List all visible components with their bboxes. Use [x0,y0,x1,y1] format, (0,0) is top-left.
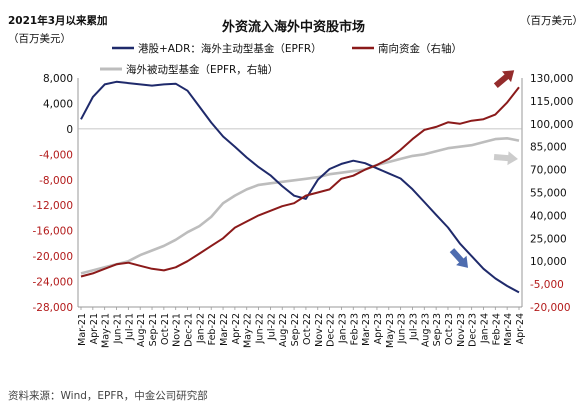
x-axis-tick-label: Nov-23 [456,313,467,347]
x-axis-tick-label: Jun-22 [255,313,266,344]
left-axis-tick-label: 0 [66,124,73,136]
x-axis-tick-label: Oct-21 [160,313,171,345]
left-axis-tick-label: 4,000 [43,98,73,110]
x-axis-tick-label: Dec-23 [468,313,479,347]
x-axis-tick-label: Feb-24 [491,313,502,345]
x-axis-tick-label: Nov-22 [314,313,325,347]
x-axis-tick-label: Aug-23 [420,313,431,347]
x-axis-tick-label: Nov-21 [172,313,183,347]
x-axis-tick-label: Aug-22 [278,313,289,347]
right-axis-unit: （百万美元） [520,15,583,27]
x-axis-tick-label: Jan-24 [479,313,490,344]
flat-trend-arrow-icon [493,151,518,166]
x-axis-tick-label: Mar-21 [77,313,88,346]
x-axis-tick-label: Feb-22 [207,313,218,345]
series-line-2 [80,137,520,275]
x-axis-tick-label: Jul-21 [124,313,135,341]
right-axis-tick-label: 100,000 [530,119,573,131]
down-trend-arrow-icon [449,248,469,268]
series-line-0 [80,80,520,294]
x-axis-tick-label: Apr-23 [373,313,384,344]
x-axis-tick-label: May-22 [243,313,254,348]
x-axis-tick-label: Jun-21 [113,313,124,344]
x-axis-tick-label: Mar-24 [503,313,514,346]
left-axis-unit: （百万美元） [8,33,71,45]
right-axis-tick-label: 10,000 [530,256,567,268]
left-axis-tick-label: 8,000 [43,73,73,85]
right-axis-tick-label: 70,000 [530,165,567,177]
x-axis-tick-label: Apr-22 [231,313,242,344]
x-axis-tick-label: Aug-21 [136,313,147,347]
x-axis-tick-label: Jul-22 [266,313,277,341]
left-axis-tick-label: -24,000 [32,277,73,289]
x-axis-tick-label: Feb-23 [349,313,360,345]
x-axis-tick-label: Sep-21 [148,313,159,346]
series-line-1 [80,86,520,278]
right-axis-tick-label: 55,000 [530,188,567,200]
x-axis-tick-label: Jul-23 [408,313,419,341]
right-axis-tick-label: -5,000 [530,279,564,291]
right-axis-tick-label: 115,000 [530,96,573,108]
source-note: 资料来源：Wind，EPFR，中金公司研究部 [8,390,208,402]
chart-title: 外资流入海外中资股市场 [221,20,365,35]
x-axis-tick-label: May-23 [385,313,396,348]
x-axis-tick-label: Oct-23 [444,313,455,345]
x-axis-tick-label: Sep-22 [290,313,301,346]
legend-label: 海外被动型基金（EPFR，右轴） [126,63,278,76]
x-axis-tick-label: Apr-24 [515,313,526,344]
right-axis-tick-label: 130,000 [530,73,573,85]
x-axis-tick-label: Dec-22 [326,313,337,347]
cumulative-note: 2021年3月以来累加 [8,15,108,27]
left-axis-tick-label: -28,000 [32,302,73,314]
left-axis-tick-label: -16,000 [32,226,73,238]
left-axis-tick-label: -12,000 [32,200,73,212]
x-axis-tick-label: Jan-22 [195,313,206,344]
right-axis-tick-label: 40,000 [530,210,567,222]
left-axis-tick-label: -8,000 [39,175,73,187]
x-axis-tick-label: Dec-21 [184,313,195,347]
x-axis-tick-label: Mar-22 [219,313,230,346]
x-axis-tick-label: Jan-23 [337,313,348,344]
left-axis-tick-label: -4,000 [39,149,73,161]
right-axis-tick-label: -20,000 [530,302,571,314]
right-axis-tick-label: 85,000 [530,142,567,154]
legend-label: 港股+ADR：海外主动型基金（EPFR） [138,42,322,55]
x-axis-tick-label: Sep-23 [432,313,443,346]
x-axis-tick-label: Oct-22 [302,313,313,345]
legend-label: 南向资金（右轴） [378,42,462,55]
x-axis-tick-label: May-21 [101,313,112,348]
x-axis-tick-label: Jun-23 [397,313,408,344]
right-axis-tick-label: 25,000 [530,233,567,245]
up-trend-arrow-icon [493,70,515,89]
left-axis-tick-label: -20,000 [32,251,73,263]
x-axis-tick-label: Apr-21 [89,313,100,344]
x-axis-tick-label: Mar-23 [361,313,372,346]
